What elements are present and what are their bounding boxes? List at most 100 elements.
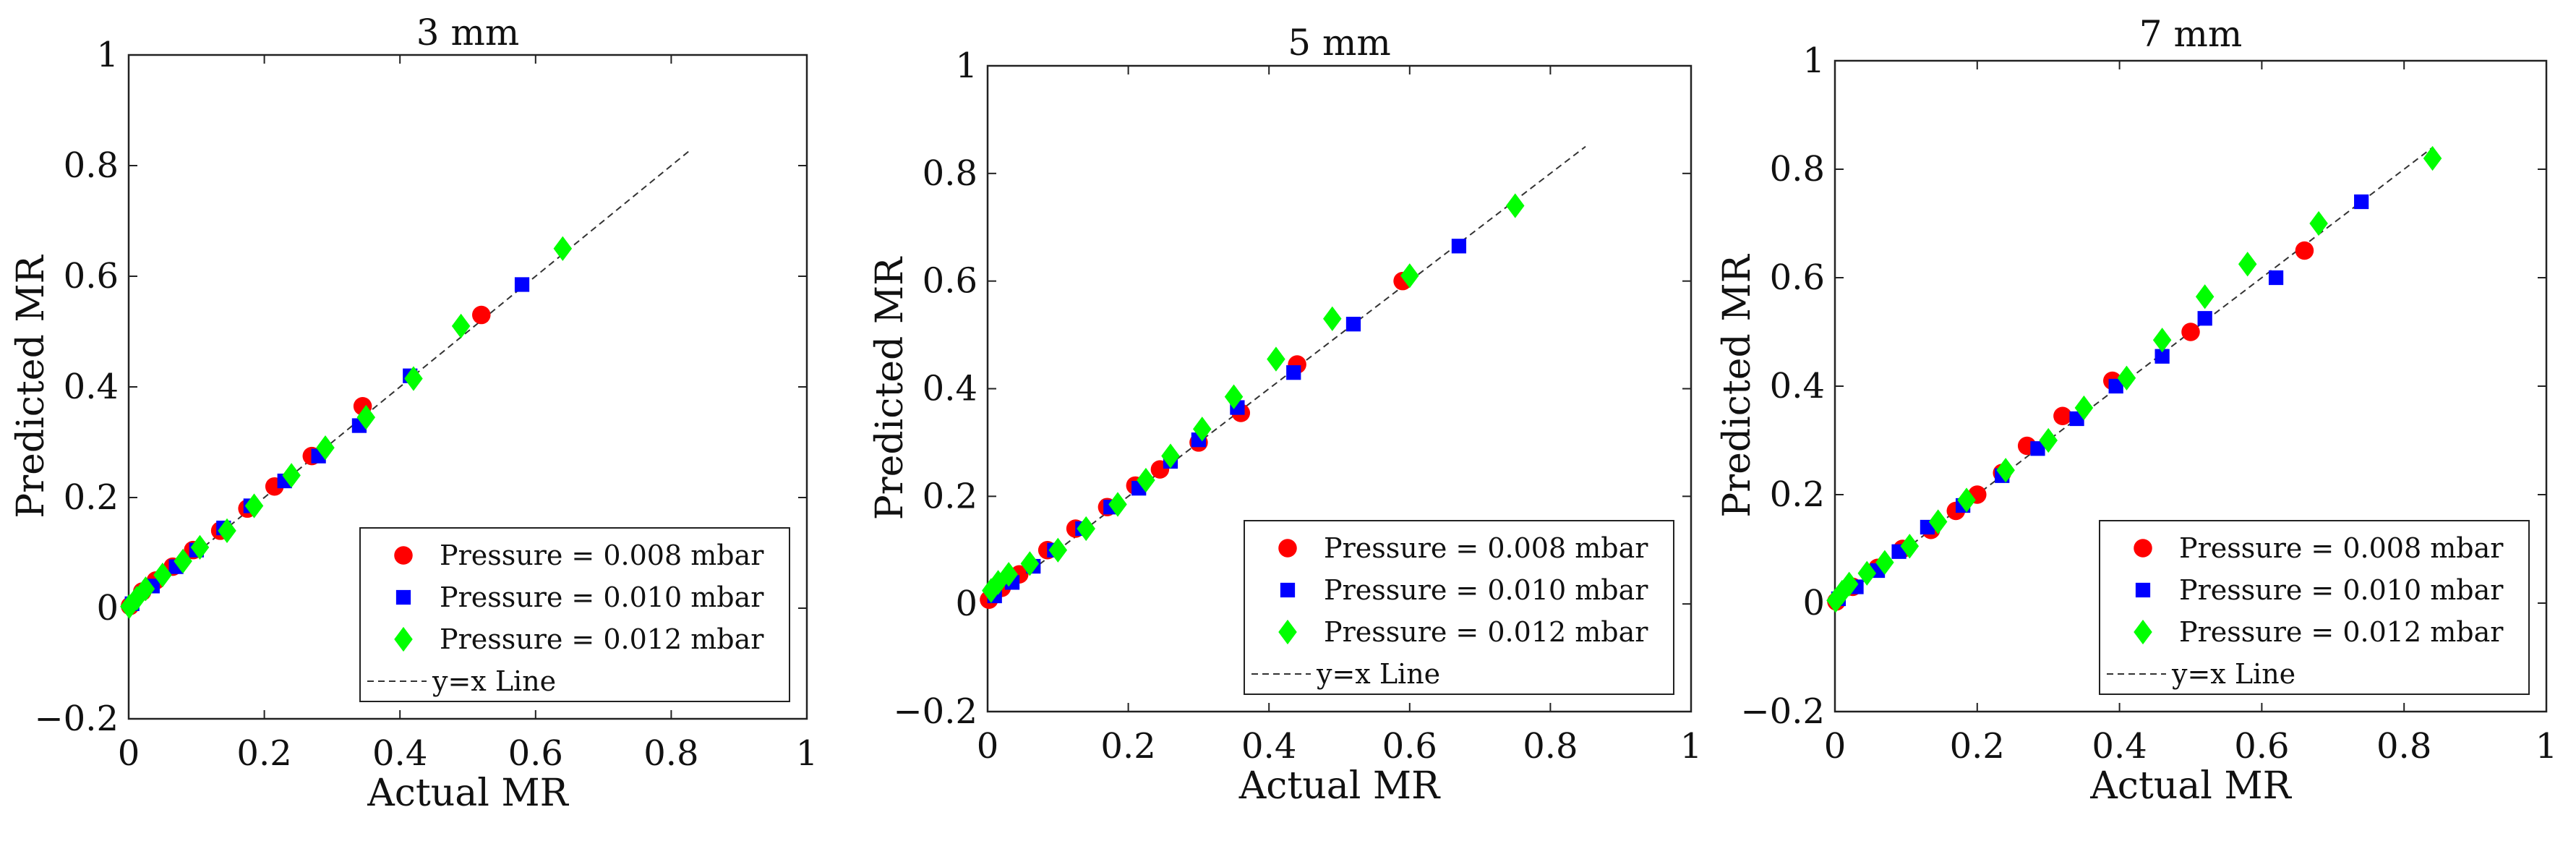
data-point bbox=[218, 518, 236, 544]
data-point bbox=[1020, 551, 1040, 576]
series-3 bbox=[120, 236, 573, 619]
x-tick-label: 1 bbox=[2536, 726, 2558, 767]
chart-title: 5 mm bbox=[1288, 22, 1391, 64]
x-tick-label: 0.8 bbox=[1523, 726, 1578, 767]
legend: Pressure = 0.008 mbar Pressure = 0.010 mb… bbox=[359, 527, 790, 702]
legend-label: Pressure = 0.012 mbar bbox=[2179, 616, 2504, 648]
legend-box bbox=[359, 527, 790, 702]
y-tick-label: 0.2 bbox=[1770, 474, 1825, 515]
legend-marker bbox=[1278, 619, 1297, 645]
x-axis-label: Actual MR bbox=[2089, 764, 2292, 808]
chart-panel-1: 3 mm0 0.2 0.4 0.6 0.8 1−0.200.20.40.60.81Actu… bbox=[9, 12, 818, 815]
y-tick-label: 0.8 bbox=[1770, 149, 1825, 189]
y-tick-label: 1 bbox=[955, 46, 977, 86]
y-tick-label: −0.2 bbox=[34, 699, 119, 739]
data-point bbox=[1833, 579, 1852, 605]
legend-label: Pressure = 0.010 mbar bbox=[1324, 574, 1648, 606]
data-point bbox=[1857, 560, 1877, 586]
data-point bbox=[2197, 311, 2212, 326]
data-point bbox=[2117, 365, 2136, 391]
y-tick-label: 1 bbox=[1802, 40, 1825, 81]
data-point bbox=[244, 493, 264, 519]
x-tick-label: 0 bbox=[118, 733, 140, 774]
data-point bbox=[2152, 328, 2172, 353]
x-tick-label: 0.4 bbox=[1241, 726, 1296, 767]
data-point bbox=[1451, 239, 1467, 254]
chart-panel-2: 5 mm0 0.2 0.4 0.6 0.8 1−0.200.20.40.60.81Actu… bbox=[868, 22, 1702, 808]
legend-box bbox=[2099, 520, 2530, 695]
data-point bbox=[2108, 378, 2123, 394]
data-point bbox=[451, 313, 471, 339]
data-point bbox=[1900, 534, 1920, 559]
x-tick-label: 1 bbox=[796, 733, 818, 774]
legend-marker bbox=[1280, 582, 1296, 598]
y-tick-label: −0.2 bbox=[893, 691, 977, 732]
chart-panel-3: 7 mm0 0.2 0.4 0.6 0.8 1−0.200.20.40.60.81Actu… bbox=[1716, 13, 2557, 808]
data-point bbox=[2354, 194, 2369, 210]
data-point bbox=[1161, 443, 1180, 469]
legend-box bbox=[1244, 520, 1674, 695]
y-tick-label: 0.4 bbox=[923, 369, 977, 409]
data-point bbox=[2268, 270, 2284, 286]
data-point bbox=[282, 463, 301, 488]
legend-label: Pressure = 0.010 mbar bbox=[440, 581, 764, 613]
data-point bbox=[190, 534, 210, 560]
y-tick-label: 0.6 bbox=[1770, 257, 1825, 298]
y-tick-label: 0.2 bbox=[64, 477, 119, 518]
legend-label: y=x Line bbox=[432, 665, 556, 697]
legend-marker bbox=[395, 589, 411, 605]
x-tick-label: 0.4 bbox=[2092, 726, 2147, 767]
x-tick-label: 0.8 bbox=[2376, 726, 2431, 767]
data-point bbox=[1267, 346, 1285, 372]
data-point bbox=[316, 435, 335, 461]
y-axis-label: Predicted MR bbox=[868, 256, 912, 520]
data-point bbox=[2074, 395, 2094, 421]
y-tick-label: 0.4 bbox=[1770, 366, 1825, 406]
series-3 bbox=[1826, 145, 2442, 613]
legend-marker bbox=[2134, 619, 2152, 645]
y-tick-label: 1 bbox=[96, 35, 119, 75]
data-point bbox=[1224, 384, 1244, 409]
x-tick-label: 0.2 bbox=[1100, 726, 1155, 767]
data-point bbox=[1957, 487, 1976, 513]
data-point bbox=[2030, 441, 2045, 456]
y-tick-label: 0 bbox=[955, 584, 977, 624]
x-tick-label: 0.2 bbox=[236, 733, 291, 774]
data-point bbox=[1839, 571, 1859, 597]
data-point bbox=[404, 366, 423, 391]
data-point bbox=[2053, 406, 2072, 426]
data-point bbox=[1875, 550, 1894, 575]
data-point bbox=[1928, 509, 1948, 534]
x-tick-label: 0.6 bbox=[2234, 726, 2289, 767]
y-tick-label: 0.4 bbox=[64, 367, 119, 407]
data-point bbox=[553, 236, 573, 261]
legend-label: y=x Line bbox=[1316, 658, 1440, 690]
legend: Pressure = 0.008 mbar Pressure = 0.010 mb… bbox=[2099, 520, 2530, 695]
chart-title: 3 mm bbox=[416, 12, 520, 54]
data-point bbox=[1193, 417, 1212, 442]
y-axis-label: Predicted MR bbox=[9, 254, 53, 518]
legend-label: Pressure = 0.010 mbar bbox=[2179, 574, 2504, 606]
x-axis-label: Actual MR bbox=[367, 772, 569, 815]
data-point bbox=[2238, 252, 2257, 277]
data-point bbox=[153, 562, 172, 588]
data-point bbox=[1505, 193, 1525, 218]
legend-marker bbox=[394, 546, 413, 565]
x-tick-label: 0 bbox=[1824, 726, 1847, 767]
y-tick-label: 0.6 bbox=[64, 256, 119, 296]
legend-label: Pressure = 0.012 mbar bbox=[440, 623, 764, 655]
x-tick-label: 0 bbox=[977, 726, 999, 767]
data-point bbox=[1048, 537, 1068, 563]
data-point bbox=[514, 277, 530, 292]
x-tick-label: 0.4 bbox=[372, 733, 427, 774]
x-tick-label: 0.6 bbox=[508, 733, 563, 774]
data-point bbox=[2309, 210, 2328, 236]
data-point bbox=[2423, 145, 2442, 171]
data-point bbox=[356, 404, 376, 430]
legend-marker bbox=[394, 626, 413, 652]
data-point bbox=[136, 576, 155, 602]
data-point bbox=[1137, 467, 1155, 493]
x-tick-label: 1 bbox=[1680, 726, 1703, 767]
y-tick-label: 0.8 bbox=[923, 153, 977, 194]
legend-marker bbox=[2134, 539, 2152, 558]
